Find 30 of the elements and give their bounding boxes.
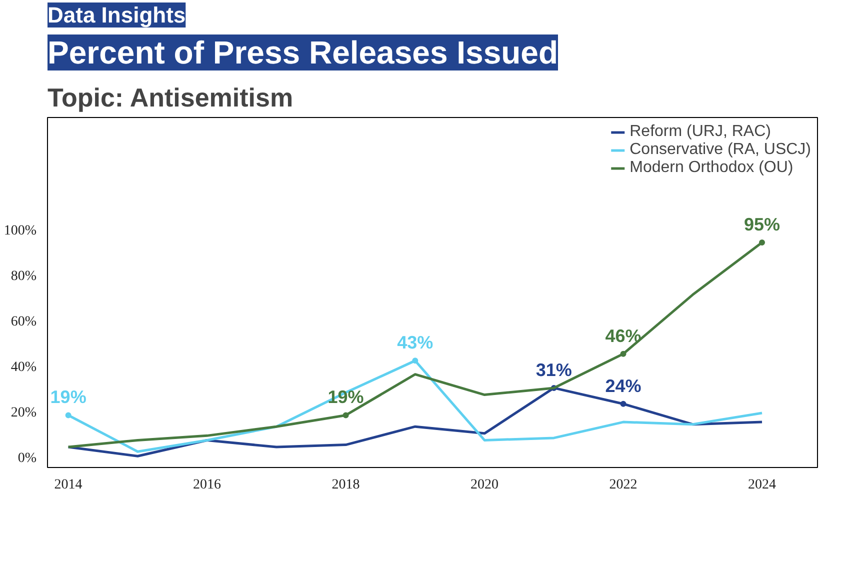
- legend-label: Reform (URJ, RAC): [630, 123, 771, 141]
- point: [342, 412, 349, 418]
- legend-label: Modern Orthodox (OU): [630, 159, 794, 177]
- legend-label: Conservative (RA, USCJ): [630, 141, 811, 159]
- data-label: 95%: [744, 214, 780, 234]
- x-tick-label: 2018: [332, 478, 360, 492]
- x-tick-label: 2022: [609, 478, 638, 492]
- point: [412, 358, 418, 364]
- data-label: 31%: [536, 360, 572, 380]
- text: Data Insights: [48, 2, 186, 28]
- data-label: 43%: [397, 332, 434, 353]
- x-tick-label: 2014: [54, 478, 82, 492]
- point: [620, 400, 626, 407]
- y-tick-label: 100%: [4, 224, 37, 239]
- data-label: 24%: [605, 376, 642, 396]
- y-tick-label: 40%: [10, 360, 37, 375]
- chart-title: Percent of Press Releases Issued: [48, 34, 558, 70]
- x-tick-label: 2016: [193, 478, 222, 492]
- y-tick-label: 60%: [10, 314, 37, 330]
- y-tick-label: 0%: [18, 450, 37, 466]
- data-label: 19%: [50, 387, 86, 408]
- chart-subtitle: Topic: Antisemitism: [48, 82, 294, 112]
- point: [759, 240, 766, 246]
- x-tick-label: 2024: [748, 478, 776, 492]
- y-tick-label: 80%: [10, 269, 37, 284]
- data-label: 46%: [605, 326, 642, 346]
- x-tick-label: 2020: [470, 478, 499, 492]
- point: [620, 350, 626, 357]
- y-tick-label: 20%: [10, 405, 37, 420]
- point: [65, 412, 72, 418]
